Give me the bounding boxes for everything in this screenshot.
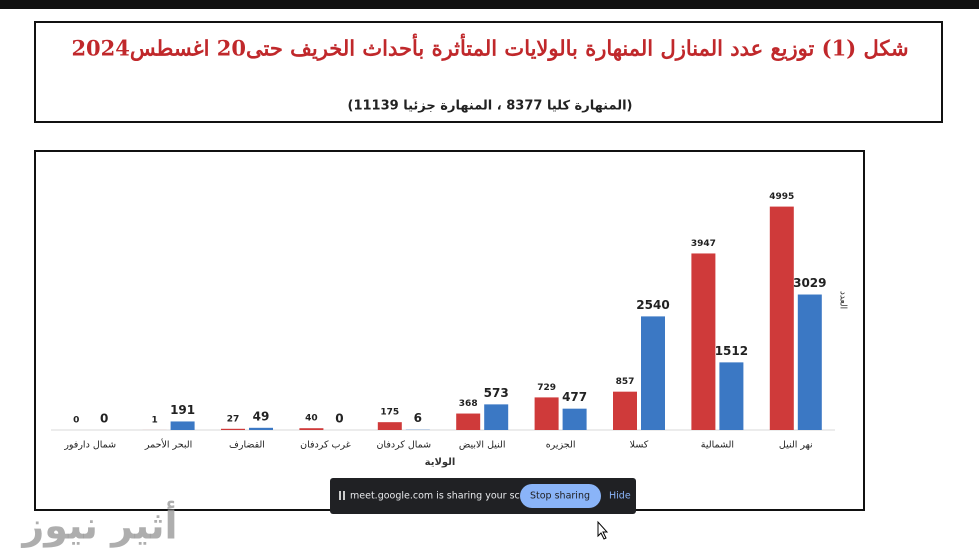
x-axis-title: الولاية: [425, 457, 456, 468]
value-label: 573: [484, 386, 509, 400]
hide-button[interactable]: Hide: [609, 491, 631, 502]
value-label: 0: [73, 416, 79, 426]
value-label: 27: [227, 414, 240, 424]
watermark: أثير نيوز: [20, 501, 177, 548]
title-box: [34, 21, 943, 123]
chart-box: [34, 150, 865, 511]
x-tick-label: شمال دارفور: [63, 440, 116, 451]
bar: [769, 206, 794, 430]
chart-title: شكل (1) توزيع عدد المنازل المنهارة بالول…: [71, 33, 908, 62]
chart-subtitle: (المنهارة كليا 8377 ، المنهارة جزئيا 111…: [348, 99, 633, 114]
bar: [534, 397, 559, 430]
bar: [377, 422, 402, 430]
y-axis-title: العدد: [838, 291, 848, 309]
value-label: 0: [335, 412, 343, 426]
value-label: 1512: [715, 344, 748, 358]
bar: [249, 427, 273, 430]
x-tick-label: نهر النيل: [779, 440, 813, 451]
bar: [641, 316, 665, 430]
bar: [170, 421, 195, 430]
value-label: 175: [380, 408, 399, 418]
x-tick-label: غرب كردفان: [300, 440, 351, 451]
value-label: 191: [170, 403, 195, 417]
x-tick-label: النيل الابيض: [459, 440, 506, 451]
stop-sharing-button[interactable]: [520, 484, 601, 508]
bar: [562, 408, 587, 430]
bar: [613, 391, 637, 430]
bar: [221, 428, 245, 430]
value-label: 729: [537, 383, 556, 393]
bar: [484, 404, 509, 430]
value-label: 2540: [636, 298, 669, 312]
cursor: [597, 520, 609, 540]
screen-share-bar: meet.google.com is sharing your screen. …: [330, 478, 636, 514]
value-label: 4995: [769, 192, 794, 202]
x-tick-label: الجزيره: [546, 440, 576, 451]
value-label: 6: [414, 411, 422, 425]
bar: [691, 253, 716, 430]
plot-area: شمال دارفور 0 0 البحر الأحمر 1 191 القضارف 27 49…: [51, 192, 835, 451]
value-label: 3947: [691, 239, 716, 249]
x-tick-label: البحر الأحمر: [144, 439, 192, 451]
value-label: 368: [459, 399, 478, 409]
x-tick-label: شمال كردفان: [376, 440, 431, 451]
x-tick-label: الشمالية: [701, 440, 734, 451]
bar: [719, 362, 744, 430]
pause-icon: [343, 491, 345, 500]
value-label: 0: [100, 412, 108, 426]
value-label: 3029: [793, 276, 826, 290]
bar: [299, 428, 324, 430]
top-strip: [0, 0, 979, 9]
value-label: 857: [616, 377, 635, 387]
value-label: 40: [305, 414, 318, 424]
value-label: 1: [151, 415, 157, 425]
x-tick-label: القضارف: [229, 440, 265, 451]
bar: [456, 413, 481, 430]
bar: [797, 294, 822, 430]
share-message: meet.google.com is sharing your screen.: [350, 491, 544, 502]
stop-sharing-label[interactable]: Stop sharing: [530, 491, 590, 502]
value-label: 477: [562, 390, 587, 404]
value-label: 49: [253, 409, 270, 423]
x-tick-label: كسلا: [630, 440, 649, 451]
pause-icon: [339, 491, 341, 500]
